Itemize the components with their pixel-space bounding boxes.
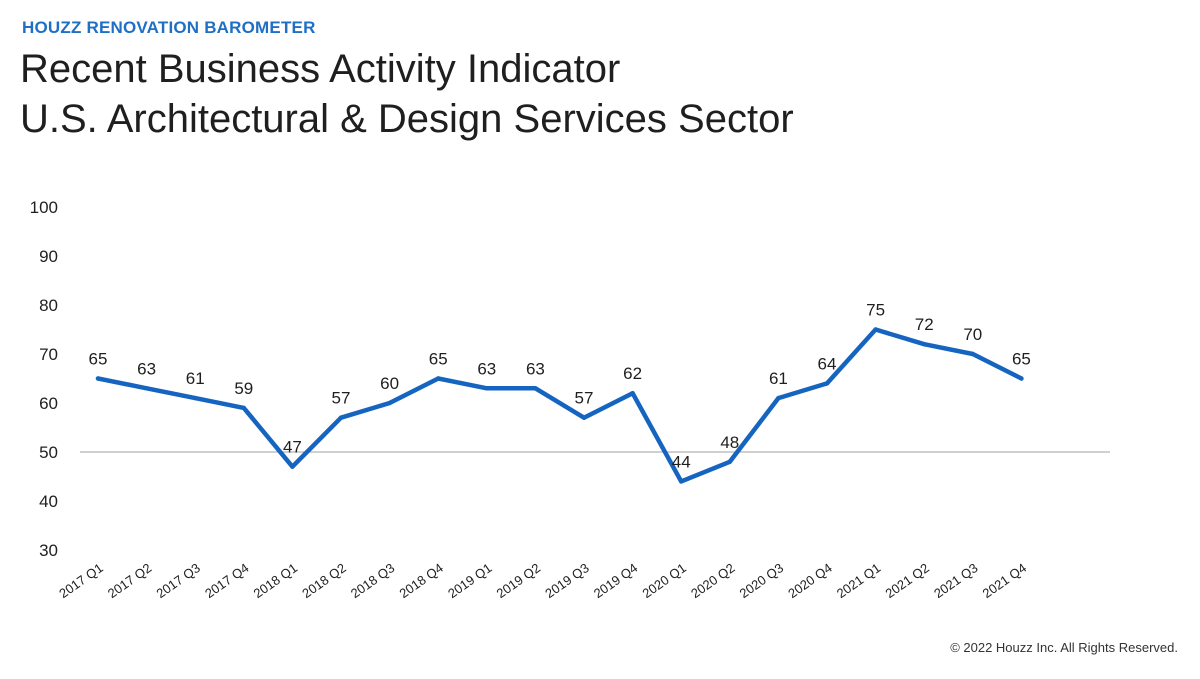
data-point <box>290 464 295 469</box>
data-label: 57 <box>332 389 351 408</box>
data-label: 61 <box>769 369 788 388</box>
data-label: 57 <box>575 389 594 408</box>
x-axis: 2017 Q1 2017 Q2 2017 Q3 2017 Q4 2018 Q1 2018 … <box>56 560 1029 601</box>
y-tick-label: 60 <box>39 394 58 413</box>
data-label: 44 <box>672 452 691 471</box>
y-tick-label: 30 <box>39 541 58 560</box>
chart-title-line-1: Recent Business Activity Indicator <box>20 47 621 91</box>
x-tick-label: 2018 Q3 <box>348 560 397 601</box>
data-label: 65 <box>1012 350 1031 369</box>
data-label: 63 <box>526 359 545 378</box>
data-point <box>1019 376 1024 381</box>
x-tick-label: 2020 Q2 <box>688 560 737 601</box>
x-tick-label: 2017 Q1 <box>56 560 105 601</box>
y-tick-label: 90 <box>39 247 58 266</box>
x-tick-label: 2021 Q2 <box>882 560 931 601</box>
y-tick-label: 100 <box>30 198 58 217</box>
series-line <box>95 327 1024 484</box>
data-label: 47 <box>283 438 302 457</box>
data-point <box>922 342 927 347</box>
data-point <box>873 327 878 332</box>
y-tick-label: 40 <box>39 492 58 511</box>
y-tick-label: 80 <box>39 296 58 315</box>
data-point <box>727 459 732 464</box>
chart-title: Recent Business Activity Indicator U.S. … <box>20 44 794 144</box>
data-point <box>241 405 246 411</box>
x-tick-label: 2017 Q3 <box>153 560 202 601</box>
report-kicker: HOUZZ RENOVATION BAROMETER <box>22 18 316 37</box>
x-tick-label: 2019 Q4 <box>591 560 640 601</box>
data-label: 70 <box>963 325 982 344</box>
series-group <box>95 327 1024 484</box>
data-label: 60 <box>380 374 399 393</box>
x-tick-label: 2020 Q1 <box>639 560 688 601</box>
data-point <box>581 415 587 420</box>
data-label: 72 <box>915 315 934 334</box>
y-tick-label: 50 <box>39 443 58 462</box>
x-tick-label: 2020 Q3 <box>737 560 786 601</box>
data-label: 48 <box>720 433 739 452</box>
data-point <box>679 479 684 484</box>
x-tick-label: 2019 Q2 <box>494 560 543 601</box>
data-point <box>630 391 635 396</box>
data-point <box>436 376 441 381</box>
data-label: 63 <box>477 359 496 378</box>
x-tick-label: 2020 Q4 <box>785 560 834 601</box>
x-tick-label: 2018 Q4 <box>396 560 445 601</box>
data-point <box>387 400 392 406</box>
data-point <box>338 415 344 420</box>
data-point <box>484 386 489 391</box>
data-label: 65 <box>89 350 108 369</box>
data-label: 59 <box>234 379 253 398</box>
x-tick-label: 2017 Q2 <box>105 560 154 601</box>
data-point <box>970 351 975 357</box>
x-tick-label: 2019 Q3 <box>542 560 591 601</box>
data-label: 75 <box>866 301 885 320</box>
data-label: 64 <box>818 354 837 373</box>
x-tick-label: 2018 Q2 <box>299 560 348 601</box>
data-point <box>95 376 101 381</box>
data-label: 65 <box>429 350 448 369</box>
x-tick-label: 2019 Q1 <box>445 560 494 601</box>
copyright-footer: © 2022 Houzz Inc. All Rights Reserved. <box>950 640 1178 655</box>
x-tick-label: 2018 Q1 <box>251 560 300 601</box>
data-point <box>144 386 149 391</box>
x-tick-label: 2021 Q3 <box>931 560 980 601</box>
chart-title-line-2: U.S. Architectural & Design Services Sec… <box>20 97 794 141</box>
data-label: 62 <box>623 364 642 383</box>
data-point <box>824 381 830 386</box>
x-tick-label: 2021 Q1 <box>834 560 883 601</box>
data-label: 63 <box>137 359 156 378</box>
x-tick-label: 2017 Q4 <box>202 560 251 601</box>
data-point <box>193 395 198 401</box>
y-axis: 30 40 50 60 70 80 90 100 <box>30 198 58 560</box>
data-point <box>776 395 781 401</box>
y-tick-label: 70 <box>39 345 58 364</box>
data-point <box>533 386 538 391</box>
data-label: 61 <box>186 369 205 388</box>
data-labels: 65 63 61 59 47 57 60 65 63 63 57 62 44 48 61 64 75 72 70 65 <box>89 301 1031 472</box>
x-tick-label: 2021 Q4 <box>980 560 1029 601</box>
